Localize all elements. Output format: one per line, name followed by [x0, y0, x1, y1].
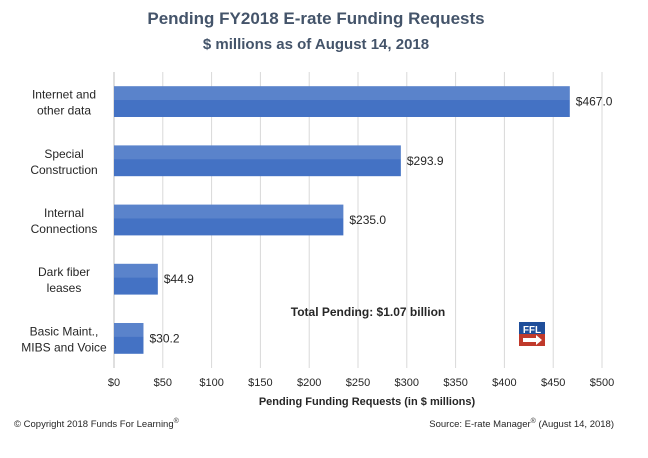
- category-label: Special Construction: [30, 147, 97, 177]
- category-label-line: leases: [47, 281, 82, 295]
- data-label: $44.9: [164, 272, 194, 286]
- category-label: Internal Connections: [31, 206, 98, 236]
- x-tick-label: $400: [492, 377, 516, 389]
- bar-group: $467.0: [114, 86, 613, 117]
- data-label: $467.0: [576, 95, 613, 109]
- bar-highlight: [114, 323, 144, 337]
- source-registered-mark: ®: [531, 417, 537, 425]
- bar-group: $44.9: [114, 263, 194, 295]
- category-label: Basic Maint., MIBS and Voice: [21, 324, 107, 354]
- category-label-line: Construction: [30, 163, 97, 177]
- bars: $467.0 $293.9 $235.0 $44.9 $30.2: [114, 86, 613, 354]
- source-text: Source: E-rate Manager® (August 14, 2018…: [429, 417, 614, 430]
- bar: [114, 323, 144, 354]
- data-label: $30.2: [149, 331, 179, 345]
- category-label-line: MIBS and Voice: [21, 340, 107, 354]
- ffl-logo-text: FFL: [523, 325, 541, 336]
- data-label: $293.9: [407, 154, 444, 168]
- x-tick-label: $50: [154, 377, 172, 389]
- x-tick-label: $100: [199, 377, 223, 389]
- category-label-line: Internal: [44, 206, 84, 220]
- bar-highlight: [114, 86, 570, 101]
- x-tick-label: $350: [443, 377, 467, 389]
- source-prefix: Source: E-rate Manager: [429, 419, 530, 430]
- category-label-line: Special: [44, 147, 83, 161]
- bar: [114, 263, 158, 295]
- bar: [114, 86, 570, 117]
- copyright-registered-mark: ®: [174, 417, 180, 425]
- category-label-line: Connections: [31, 222, 98, 236]
- bar-group: $30.2: [114, 323, 180, 354]
- bar-group: $235.0: [114, 204, 386, 236]
- bar-highlight: [114, 263, 158, 278]
- x-tick-label: $500: [590, 377, 614, 389]
- category-label-line: Basic Maint.,: [30, 324, 99, 338]
- bar-highlight: [114, 204, 344, 219]
- category-label-line: other data: [37, 104, 91, 118]
- source-suffix: (August 14, 2018): [536, 419, 614, 430]
- bar-group: $293.9: [114, 145, 444, 177]
- copyright-label: © Copyright 2018 Funds For Learning: [14, 419, 174, 430]
- bar-highlight: [114, 145, 401, 160]
- data-label: $235.0: [349, 213, 386, 227]
- bar: [114, 204, 344, 236]
- x-tick-label: $0: [108, 377, 120, 389]
- category-label-line: Internet and: [32, 88, 96, 102]
- copyright-text: © Copyright 2018 Funds For Learning®: [14, 417, 180, 430]
- x-tick-label: $250: [346, 377, 370, 389]
- bar: [114, 145, 401, 177]
- total-pending-annotation: Total Pending: $1.07 billion: [291, 305, 445, 319]
- category-labels: Internet and other data Special Constructio…: [21, 88, 107, 355]
- x-tick-label: $300: [395, 377, 419, 389]
- x-axis-title: Pending Funding Requests (in $ millions): [259, 396, 476, 408]
- category-label: Internet and other data: [32, 88, 96, 118]
- x-tick-label: $450: [541, 377, 565, 389]
- category-label-line: Dark fiber: [38, 265, 90, 279]
- ffl-logo-icon: FFL: [519, 322, 545, 346]
- chart-title: Pending FY2018 E-rate Funding Requests: [147, 9, 484, 28]
- x-tick-label: $200: [297, 377, 321, 389]
- chart-subtitle: $ millions as of August 14, 2018: [203, 36, 429, 53]
- x-tick-label: $150: [248, 377, 272, 389]
- category-label: Dark fiber leases: [38, 265, 90, 295]
- x-tick-labels: $0 $50 $100 $150 $200 $250 $300 $350 $400 $450 $50…: [108, 377, 614, 389]
